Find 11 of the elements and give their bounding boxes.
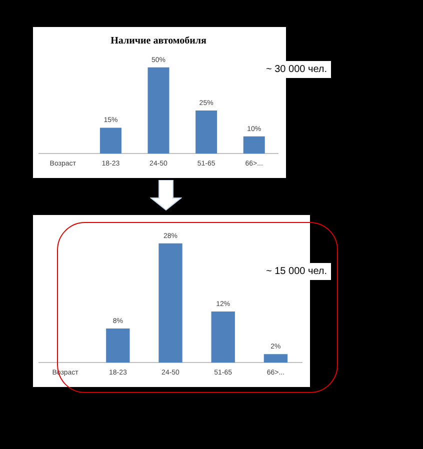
bar bbox=[100, 128, 122, 154]
annotation: ~ 30 000 чел. bbox=[262, 61, 332, 78]
bar bbox=[211, 311, 235, 363]
bar bbox=[196, 110, 218, 154]
chart-title: Наличие автомобиля bbox=[110, 36, 207, 47]
bar bbox=[264, 354, 288, 363]
bar bbox=[106, 328, 130, 363]
annotation: ~ 15 000 чел. bbox=[262, 263, 332, 280]
bar bbox=[243, 136, 265, 154]
bar bbox=[148, 67, 170, 154]
bar bbox=[158, 243, 182, 363]
